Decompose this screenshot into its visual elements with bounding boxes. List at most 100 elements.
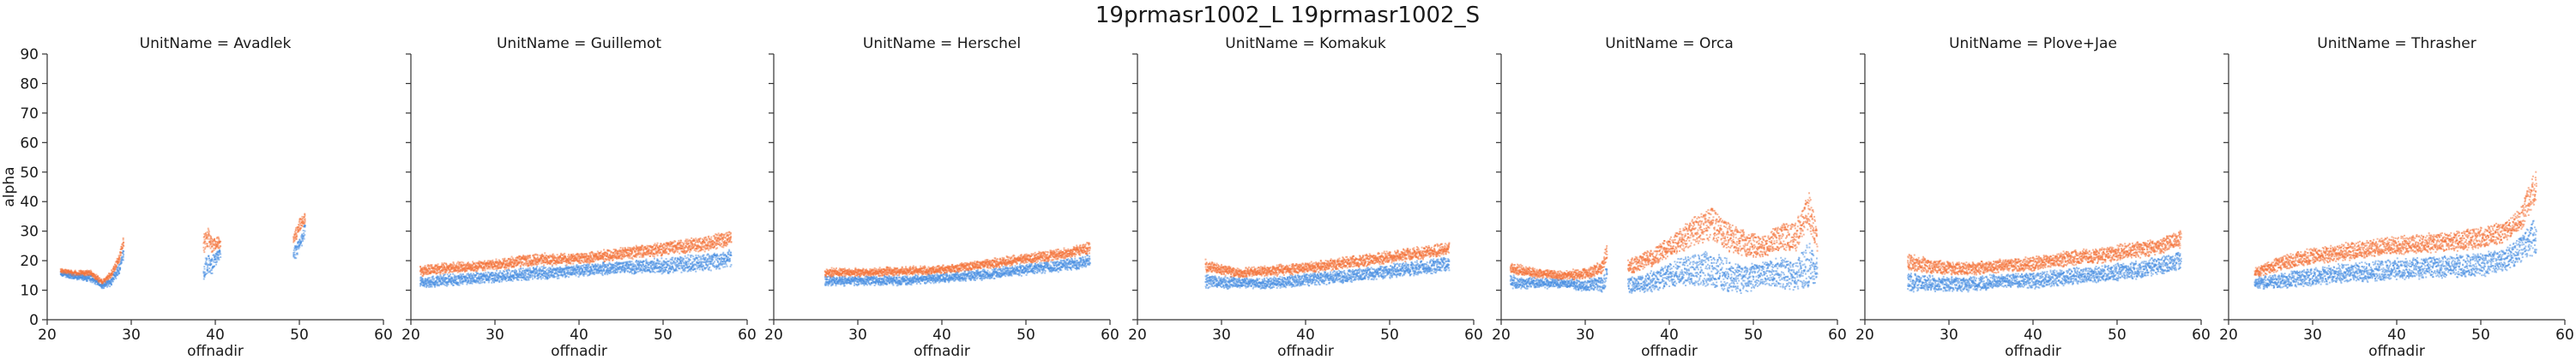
data-point <box>218 238 220 240</box>
data-point <box>473 273 474 274</box>
data-point <box>501 280 503 282</box>
data-point <box>627 271 629 273</box>
data-point <box>572 263 574 265</box>
data-point <box>123 255 124 257</box>
data-point <box>588 262 590 264</box>
data-point <box>208 233 210 235</box>
data-point <box>525 273 527 274</box>
data-point <box>466 275 468 277</box>
data-point <box>210 243 212 245</box>
data-point <box>220 245 221 247</box>
y-tick-label: 0 <box>29 312 39 329</box>
y-tick-label: 60 <box>20 135 39 152</box>
data-point <box>686 265 688 267</box>
data-point <box>304 213 305 215</box>
x-tick-label: 50 <box>654 327 673 344</box>
data-point <box>506 280 508 282</box>
data-point <box>462 280 464 282</box>
data-point <box>512 270 514 272</box>
data-point <box>531 276 533 278</box>
data-point <box>612 259 614 261</box>
data-point <box>691 255 692 256</box>
data-point <box>210 248 212 249</box>
data-point <box>692 255 694 257</box>
data-point <box>119 267 121 269</box>
data-point <box>620 266 622 267</box>
data-point <box>305 219 306 220</box>
data-point <box>522 265 524 267</box>
data-point <box>208 231 210 232</box>
data-point <box>476 270 478 272</box>
data-point <box>208 245 210 247</box>
data-point <box>489 277 491 279</box>
data-point <box>673 242 674 243</box>
data-point <box>545 267 546 268</box>
data-point <box>558 274 560 276</box>
data-point <box>631 252 633 254</box>
data-point <box>594 261 595 262</box>
data-point <box>673 272 674 273</box>
data-point <box>680 263 682 265</box>
data-point <box>657 255 659 256</box>
data-point <box>513 266 515 267</box>
data-point <box>499 270 501 272</box>
data-point <box>646 245 648 247</box>
data-point <box>467 278 468 279</box>
data-point <box>504 268 506 270</box>
data-point <box>515 263 516 265</box>
data-point <box>456 262 458 264</box>
data-point <box>552 260 553 261</box>
data-point <box>438 276 440 278</box>
data-point <box>544 252 546 254</box>
data-point <box>584 273 586 274</box>
data-point <box>471 283 473 285</box>
x-axis-label: offnadir <box>187 343 244 360</box>
x-tick-label: 50 <box>290 327 309 344</box>
data-point <box>631 251 633 253</box>
data-point <box>690 270 691 272</box>
data-point <box>520 268 522 270</box>
data-point <box>434 286 436 288</box>
data-point <box>528 257 529 259</box>
data-point <box>631 257 633 259</box>
data-point <box>609 260 611 261</box>
data-point <box>506 269 508 271</box>
data-point <box>493 268 495 270</box>
data-point <box>215 264 217 266</box>
data-point <box>123 239 124 241</box>
data-point <box>697 264 699 266</box>
data-point <box>466 279 468 281</box>
data-point <box>695 271 697 273</box>
data-point <box>99 278 100 279</box>
data-point <box>606 273 608 275</box>
data-point <box>424 285 425 287</box>
data-point <box>78 279 80 280</box>
y-tick-label: 90 <box>20 46 39 63</box>
data-point <box>619 271 621 273</box>
data-point <box>578 265 580 267</box>
data-point <box>643 249 645 250</box>
data-point <box>680 240 682 242</box>
data-point <box>95 284 97 285</box>
data-point <box>207 267 208 269</box>
data-point <box>661 270 662 272</box>
data-point <box>697 260 699 261</box>
data-point <box>668 261 670 262</box>
data-point <box>444 285 446 286</box>
data-point <box>645 254 647 255</box>
data-point <box>425 265 426 267</box>
data-point <box>675 257 677 259</box>
data-point <box>691 237 692 239</box>
data-point <box>603 249 605 250</box>
x-tick-label: 40 <box>570 327 588 344</box>
data-point <box>204 241 206 243</box>
data-point <box>549 276 551 278</box>
data-point <box>631 263 633 265</box>
data-point <box>485 272 486 273</box>
data-point <box>507 273 509 274</box>
data-point <box>613 249 615 250</box>
data-point <box>304 234 305 236</box>
data-point <box>206 273 208 274</box>
data-point <box>299 238 301 240</box>
